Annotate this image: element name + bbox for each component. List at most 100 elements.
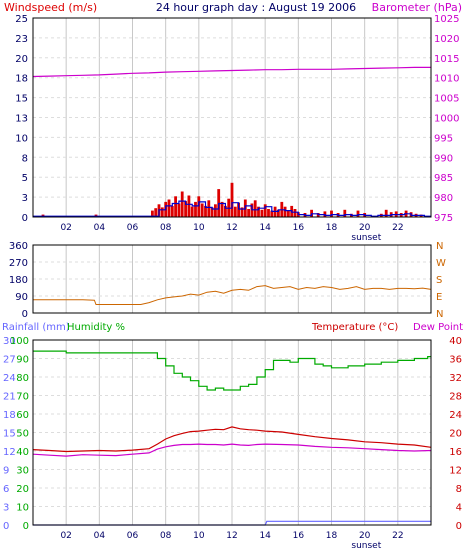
temperature-tick-label: 36 [449, 355, 462, 366]
x-tick-label: 18 [326, 531, 338, 541]
rainfall-tick-label: 24 [3, 373, 16, 384]
direction-degree-label: 0 [22, 309, 28, 320]
windspeed-tick-label: 0 [22, 213, 28, 224]
windspeed-bar [197, 196, 201, 217]
humidity-tick-label: 0 [23, 521, 29, 532]
windspeed-bar [356, 210, 360, 217]
dewpoint-line [32, 443, 432, 457]
windspeed-bar [207, 200, 211, 217]
wind-x-ticks: 02 04 06 08 10 12 14 16 18 20 22 [60, 223, 403, 233]
barometer-tick-label: 1010 [434, 74, 459, 85]
direction-degree-label: 180 [9, 275, 28, 286]
windspeed-tick-label: 13 [15, 114, 28, 125]
temperature-tick-label: 32 [449, 373, 462, 384]
barometer-tick-label: 1015 [434, 54, 459, 65]
rainfall-tick-label: 18 [3, 410, 16, 421]
windspeed-tick-label: 18 [15, 74, 28, 85]
windspeed-bar [247, 209, 250, 217]
x-tick-label: 14 [259, 531, 271, 541]
x-tick-label: 12 [226, 531, 237, 541]
windspeed-bar [237, 202, 240, 217]
sunset-label: sunset [351, 233, 381, 243]
windspeed-bar [257, 206, 260, 217]
direction-degree-label: 360 [9, 241, 28, 252]
humidity-axis-label: Humidity % [67, 322, 125, 333]
rainfall-tick-label: 12 [3, 447, 16, 458]
windspeed-tick-label: 10 [15, 133, 28, 144]
windspeed-bar [180, 191, 184, 217]
barometer-tick-label: 985 [434, 173, 453, 184]
windspeed-bar [214, 204, 217, 217]
humidity-tick-label: 90 [16, 355, 29, 366]
windspeed-bar [194, 201, 197, 217]
humidity-tick-label: 20 [16, 484, 29, 495]
x-tick-label: 20 [359, 531, 371, 541]
wind-direction-line [33, 285, 432, 305]
barometer-tick-label: 1005 [434, 94, 459, 105]
windspeed-bar [384, 209, 388, 217]
rainfall-tick-label: 30 [3, 336, 16, 347]
temperature-tick-label: 16 [449, 447, 462, 458]
x-tick-label: 22 [392, 223, 403, 233]
gust-line [33, 200, 431, 217]
temperature-tick-label: 8 [456, 484, 462, 495]
x-tick-label: 14 [259, 223, 271, 233]
windspeed-bar [220, 201, 224, 217]
temperature-tick-label: 24 [449, 410, 462, 421]
windspeed-bar [154, 208, 158, 217]
windspeed-tick-label: 25 [15, 14, 28, 25]
windspeed-bar [167, 199, 171, 217]
barometer-axis-label: Barometer (hPa) [372, 1, 462, 14]
x-tick-label: 18 [326, 223, 338, 233]
humidity-tick-label: 100 [10, 336, 29, 347]
humidity-tick-label: 50 [16, 429, 29, 440]
temperature-tick-label: 28 [449, 392, 462, 403]
temperature-tick-label: 20 [449, 429, 462, 440]
wind-left-ticks: 25 23 20 18 15 13 10 8 5 3 0 [15, 14, 28, 224]
windspeed-tick-label: 3 [22, 193, 28, 204]
windspeed-tick-label: 5 [22, 173, 28, 184]
temp-panel-frame [32, 339, 432, 526]
humidity-tick-label: 70 [16, 392, 29, 403]
direction-degree-label: 90 [15, 292, 28, 303]
x-tick-label: 10 [193, 223, 205, 233]
direction-degree-label: 270 [9, 258, 28, 269]
windspeed-bar [343, 209, 347, 217]
rainfall-tick-label: 27 [3, 355, 16, 366]
windspeed-bar [160, 207, 164, 217]
rainfall-tick-label: 0 [3, 521, 9, 532]
humidity-tick-label: 10 [16, 503, 29, 514]
windspeed-bar [287, 210, 290, 217]
humidity-tick-label: 60 [16, 410, 29, 421]
windspeed-bar [263, 204, 267, 217]
windspeed-bar [200, 203, 204, 217]
temperature-tick-label: 12 [449, 466, 462, 477]
temperature-tick-label: 0 [456, 521, 462, 532]
direction-compass-label: E [436, 292, 442, 303]
header: Windspeed (m/s) 24 hour graph day : Augu… [4, 1, 462, 14]
direction-compass-label: W [436, 258, 446, 269]
windspeed-bar [253, 200, 257, 217]
windspeed-bar [170, 205, 174, 217]
rainfall-tick-label: 15 [3, 429, 16, 440]
temperature-tick-label: 4 [456, 503, 462, 514]
sunset-label: sunset [351, 541, 381, 551]
windspeed-bar [260, 209, 264, 217]
x-tick-label: 12 [226, 223, 237, 233]
barometer-tick-label: 1025 [434, 14, 459, 25]
windspeed-bar [224, 205, 227, 217]
direction-compass-label: N [436, 309, 443, 320]
x-tick-label: 02 [60, 223, 71, 233]
windspeed-bar [230, 182, 234, 217]
windspeed-tick-label: 20 [15, 54, 28, 65]
rainfall-tick-label: 3 [3, 503, 9, 514]
direction-degree-ticks: 360 270 180 90 0 [9, 241, 28, 320]
windspeed-bar [210, 207, 214, 217]
windspeed-bar [174, 196, 177, 217]
